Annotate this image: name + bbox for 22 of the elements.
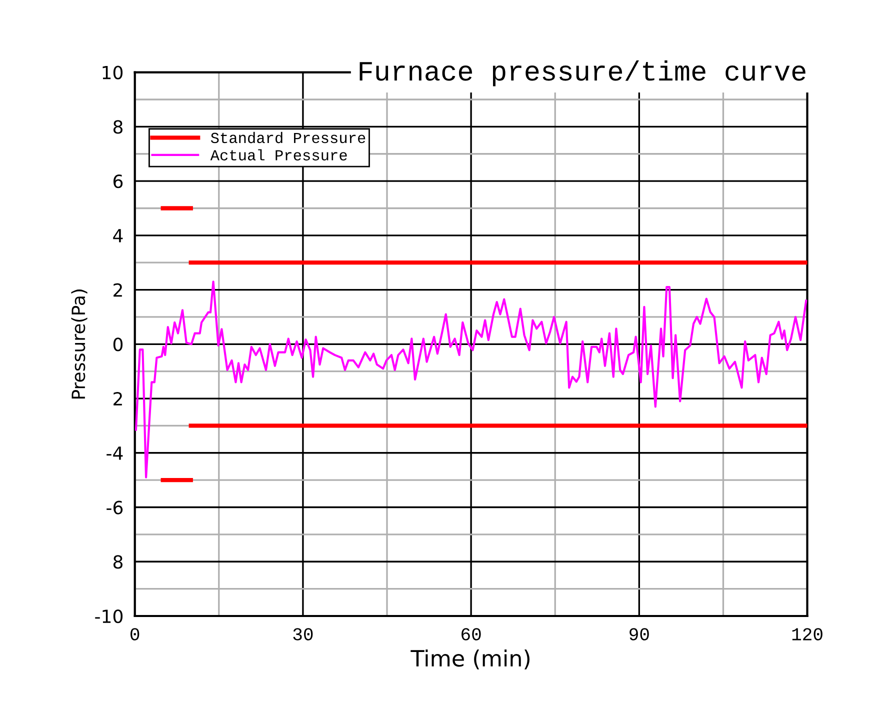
x-tick-label: 60	[462, 628, 481, 640]
chart-title: Furnace pressure/time curve	[360, 60, 806, 86]
x-tick-label: 90	[630, 628, 649, 640]
legend-label: Actual Pressure	[210, 149, 347, 160]
y-tick-label: 2	[114, 392, 122, 406]
legend-label: Standard Pressure	[210, 132, 366, 144]
y-tick-label: -10	[95, 609, 123, 624]
y-axis-title: Pressure(Pa)	[71, 290, 88, 399]
line-series	[134, 280, 808, 478]
y-tick-label: 8	[113, 555, 122, 569]
y-tick-label: 0	[113, 338, 123, 352]
x-tick-label: 30	[293, 628, 313, 640]
y-tick-label: 4	[113, 229, 123, 242]
y-tick-label: -6	[106, 500, 123, 514]
y-tick-label: 8	[113, 120, 122, 134]
y-tick-label: 10	[102, 66, 123, 80]
x-tick-label: 120	[792, 628, 822, 640]
x-axis-title: Time (min)	[410, 650, 530, 670]
x-tick-label: 0	[130, 628, 140, 640]
y-tick-label: 6	[114, 174, 123, 188]
y-tick-label: -4	[106, 446, 123, 460]
y-tick-label: 2	[114, 283, 122, 297]
